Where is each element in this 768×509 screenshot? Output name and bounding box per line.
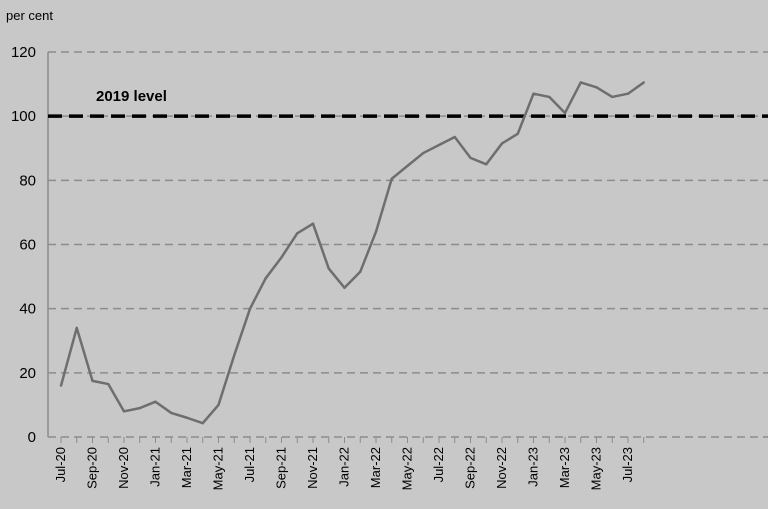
x-tick-label: Sep-22 [463, 447, 478, 489]
data-point [296, 232, 299, 235]
y-tick-label: 0 [28, 429, 36, 446]
y-tick-label: 100 [11, 108, 36, 125]
y-tick-label: 20 [19, 365, 36, 382]
data-point [500, 142, 504, 145]
x-tick-label: Nov-20 [116, 447, 131, 489]
series-line [59, 81, 645, 425]
data-point [548, 95, 551, 99]
data-point [563, 111, 567, 115]
data-point [469, 156, 472, 160]
data-point [185, 416, 189, 419]
y-axis-ticks: 0 20 40 60 80 100 120 [11, 44, 36, 446]
data-point [374, 230, 378, 233]
x-tick-label: Mar-22 [368, 447, 383, 488]
x-tick-label: Sep-21 [274, 447, 289, 489]
data-point [611, 95, 614, 99]
x-tick-label: Jan-23 [526, 447, 541, 487]
data-point [170, 411, 173, 415]
data-point [264, 276, 267, 280]
x-tick-label: Nov-21 [305, 447, 320, 489]
x-tick-label: Jul-23 [620, 447, 635, 482]
data-point [280, 256, 283, 259]
data-point [532, 92, 535, 95]
data-point [422, 151, 425, 155]
data-point [311, 222, 315, 225]
data-point [122, 410, 126, 413]
x-tick-label: May-21 [211, 447, 226, 490]
x-tick-label: Mar-23 [557, 447, 572, 488]
data-point [59, 384, 63, 387]
y-axis-unit-label: per cent [6, 8, 53, 23]
data-point [485, 163, 488, 166]
x-tick-label: Nov-22 [494, 447, 509, 489]
series-points [59, 81, 645, 425]
y-tick-label: 60 [19, 237, 36, 254]
data-point [359, 270, 362, 273]
x-axis-ticks: Jul-20 Sep-20 Nov-20 Jan-21 Mar-21 May-21 Jul-… [53, 437, 645, 490]
data-point [595, 86, 598, 89]
data-point [138, 406, 141, 410]
data-point [579, 81, 582, 84]
data-point [453, 135, 456, 139]
reference-line-label: 2019 level [96, 88, 167, 105]
y-tick-label: 40 [19, 301, 36, 318]
data-point [201, 422, 204, 425]
x-tick-label: Jul-21 [242, 447, 257, 482]
data-point [217, 403, 220, 407]
data-point [437, 143, 441, 147]
x-tick-label: May-22 [400, 447, 415, 490]
x-tick-label: Sep-20 [85, 447, 100, 489]
x-tick-label: May-23 [589, 447, 604, 490]
x-tick-label: Mar-21 [179, 447, 194, 488]
data-point [406, 164, 409, 168]
data-point [75, 326, 78, 330]
x-tick-label: Jan-21 [148, 447, 163, 487]
x-tick-label: Jul-22 [431, 447, 446, 482]
y-tick-label: 120 [11, 44, 36, 61]
data-point [327, 267, 330, 270]
data-point [107, 382, 110, 386]
data-point [91, 379, 94, 383]
data-point [233, 353, 236, 357]
gridlines [47, 51, 768, 438]
data-point [516, 132, 519, 136]
x-tick-label: Jan-22 [337, 447, 352, 487]
data-point [154, 400, 157, 403]
data-point [343, 286, 346, 290]
x-tick-label: Jul-20 [53, 447, 68, 482]
data-point [642, 81, 645, 84]
y-tick-label: 80 [19, 172, 36, 189]
data-point [390, 177, 393, 180]
data-point [248, 307, 252, 310]
data-point [626, 92, 630, 95]
